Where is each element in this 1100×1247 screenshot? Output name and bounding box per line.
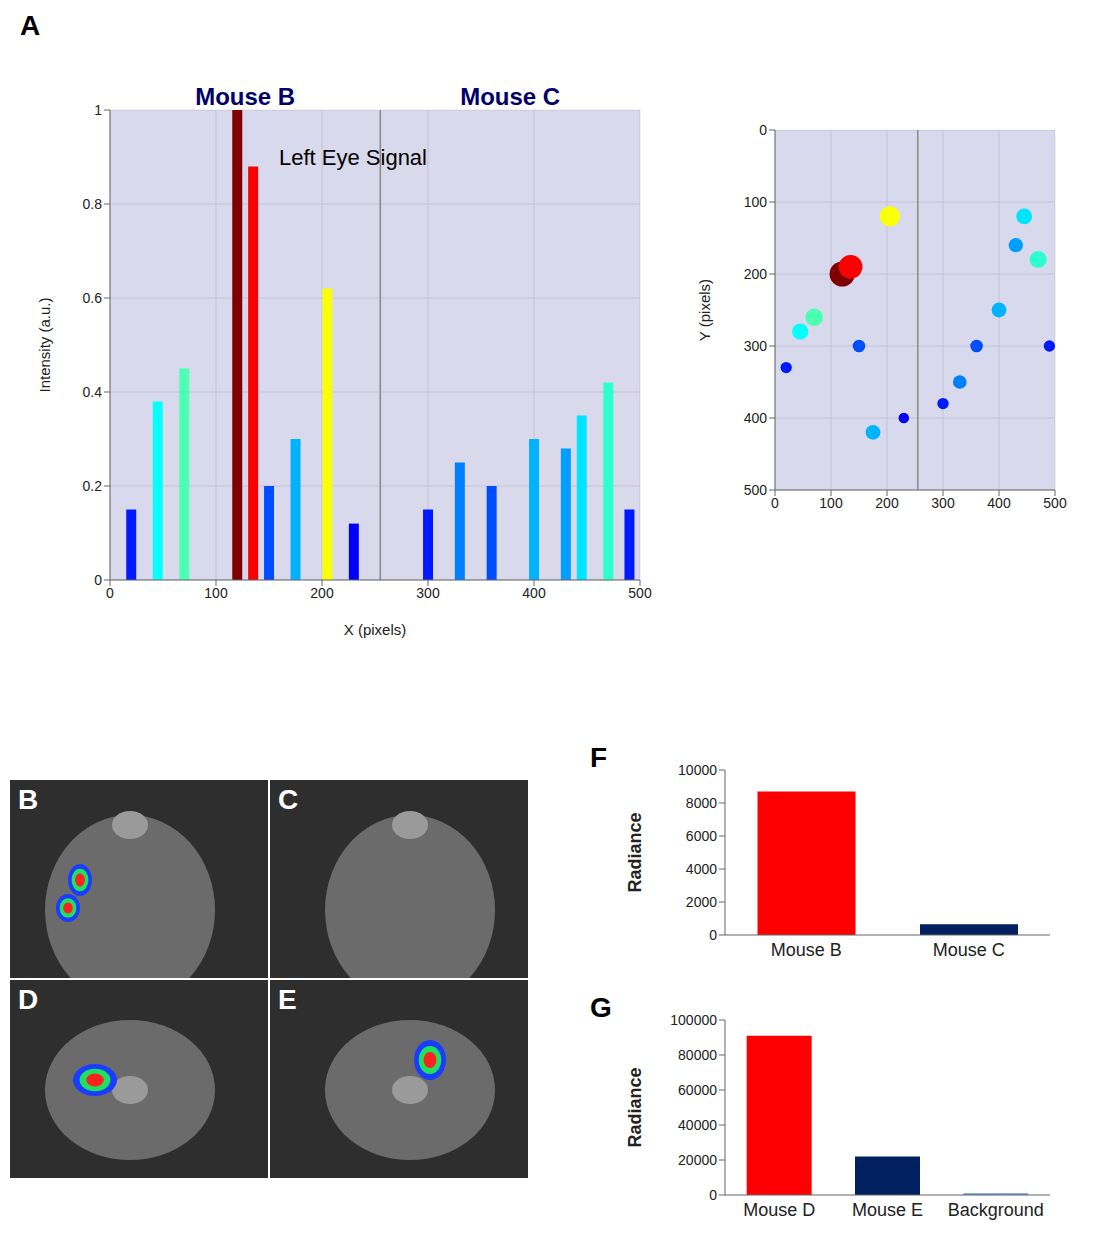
svg-text:2000: 2000	[686, 894, 717, 910]
svg-text:Mouse B: Mouse B	[771, 940, 842, 960]
svg-text:400: 400	[744, 410, 768, 426]
html-text:E: E	[278, 984, 297, 1015]
html-text:A: A	[20, 10, 41, 41]
svg-text:Mouse D: Mouse D	[743, 1200, 815, 1220]
html-text:D: D	[18, 984, 39, 1015]
svg-text:0: 0	[106, 585, 114, 601]
svg-text:300: 300	[931, 495, 955, 511]
svg-text:0.8: 0.8	[83, 196, 103, 212]
svg-text:0: 0	[709, 1187, 717, 1203]
svg-text:6000: 6000	[686, 828, 717, 844]
svg-text:100: 100	[819, 495, 843, 511]
svg-text:500: 500	[628, 585, 652, 601]
svg-text:Radiance: Radiance	[625, 812, 645, 892]
svg-text:10000: 10000	[678, 762, 717, 778]
html-text:G: G	[590, 992, 612, 1023]
svg-text:40000: 40000	[678, 1117, 717, 1133]
svg-text:80000: 80000	[678, 1047, 717, 1063]
svg-text:Mouse B: Mouse B	[195, 83, 295, 110]
svg-text:Background: Background	[948, 1200, 1044, 1220]
html-text:C: C	[278, 784, 299, 815]
svg-text:60000: 60000	[678, 1082, 717, 1098]
svg-text:1: 1	[94, 102, 102, 118]
svg-text:0.6: 0.6	[83, 290, 103, 306]
svg-text:Mouse C: Mouse C	[460, 83, 560, 110]
svg-text:200: 200	[310, 585, 334, 601]
svg-text:300: 300	[416, 585, 440, 601]
svg-text:0: 0	[709, 927, 717, 943]
svg-text:Y (pixels): Y (pixels)	[696, 279, 713, 341]
svg-text:500: 500	[744, 482, 768, 498]
svg-text:400: 400	[987, 495, 1011, 511]
svg-text:4000: 4000	[686, 861, 717, 877]
svg-text:8000: 8000	[686, 795, 717, 811]
html-text:B: B	[18, 784, 39, 815]
svg-text:0.4: 0.4	[83, 384, 103, 400]
svg-text:Mouse C: Mouse C	[933, 940, 1005, 960]
svg-text:Intensity (a.u.): Intensity (a.u.)	[36, 297, 53, 392]
svg-text:100000: 100000	[670, 1012, 717, 1028]
svg-text:Radiance: Radiance	[625, 1067, 645, 1147]
svg-text:X (pixels): X (pixels)	[344, 621, 407, 638]
svg-text:0: 0	[94, 572, 102, 588]
svg-text:400: 400	[522, 585, 546, 601]
svg-text:300: 300	[744, 338, 768, 354]
svg-text:Mouse E: Mouse E	[852, 1200, 923, 1220]
svg-text:0.2: 0.2	[83, 478, 103, 494]
svg-text:100: 100	[204, 585, 228, 601]
svg-text:0: 0	[771, 495, 779, 511]
svg-text:200: 200	[875, 495, 899, 511]
svg-text:100: 100	[744, 194, 768, 210]
svg-text:500: 500	[1043, 495, 1067, 511]
svg-text:20000: 20000	[678, 1152, 717, 1168]
svg-text:200: 200	[744, 266, 768, 282]
html-text:F: F	[590, 742, 608, 773]
svg-text:Left Eye Signal: Left Eye Signal	[279, 145, 427, 170]
svg-text:0: 0	[759, 122, 767, 138]
